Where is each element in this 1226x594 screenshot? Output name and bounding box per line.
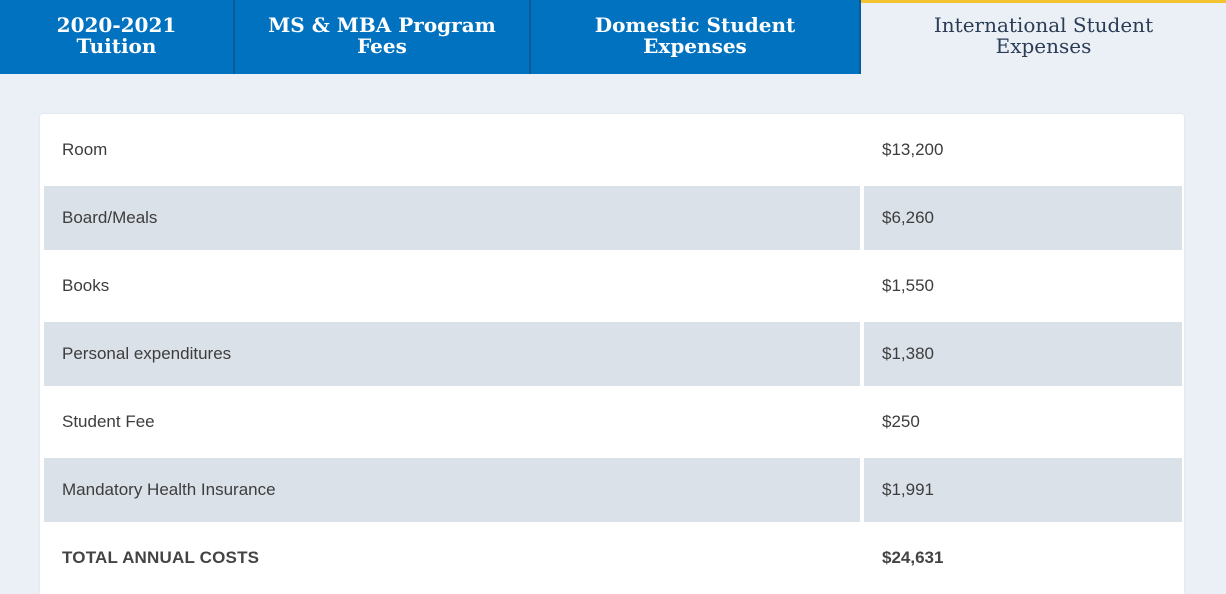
table-row: Books $1,550 [44,254,1182,318]
tab-program-fees-label: MS & MBA Program Fees [268,13,496,58]
expense-label: Room [62,140,108,159]
expense-label: Mandatory Health Insurance [44,458,860,522]
expense-amount: $13,200 [882,140,944,159]
table-row: Personal expenditures $1,380 [44,322,1182,386]
total-label: TOTAL ANNUAL COSTS [44,526,860,590]
table-row: Board/Meals $6,260 [44,186,1182,250]
tab-bar: 2020-2021 Tuition MS & MBA Program Fees … [0,0,1226,74]
table-row: Room $13,200 [44,118,1182,182]
tab-international-expenses[interactable]: International Student Expenses [861,0,1226,74]
expense-label: Books [62,276,110,295]
total-amount: $24,631 [882,548,944,567]
table-row: Student Fee $250 [44,390,1182,454]
tab-tuition[interactable]: 2020-2021 Tuition [0,0,233,74]
expense-amount: $1,991 [864,458,1182,522]
expense-label: Student Fee [62,412,155,431]
expense-label: Personal expenditures [44,322,860,386]
tab-international-expenses-label: International Student Expenses [933,13,1154,58]
tab-divider [233,0,235,74]
tab-domestic-expenses-label: Domestic Student Expenses [594,13,796,58]
expense-amount: $6,260 [864,186,1182,250]
expense-amount: $250 [882,412,920,431]
tab-tuition-label: 2020-2021 Tuition [56,13,177,58]
tab-divider [859,0,861,74]
tab-divider [529,0,531,74]
table-row: Mandatory Health Insurance $1,991 [44,458,1182,522]
total-row: TOTAL ANNUAL COSTS $24,631 [44,526,1182,590]
tab-domestic-expenses[interactable]: Domestic Student Expenses [531,0,859,74]
expenses-table: Room $13,200 Board/Meals $6,260 Books $1… [40,114,1184,594]
tab-program-fees[interactable]: MS & MBA Program Fees [235,0,529,74]
expense-amount: $1,380 [864,322,1182,386]
expense-label: Board/Meals [44,186,860,250]
total-label-text: TOTAL ANNUAL COSTS [62,548,260,567]
expense-amount: $1,550 [882,276,934,295]
